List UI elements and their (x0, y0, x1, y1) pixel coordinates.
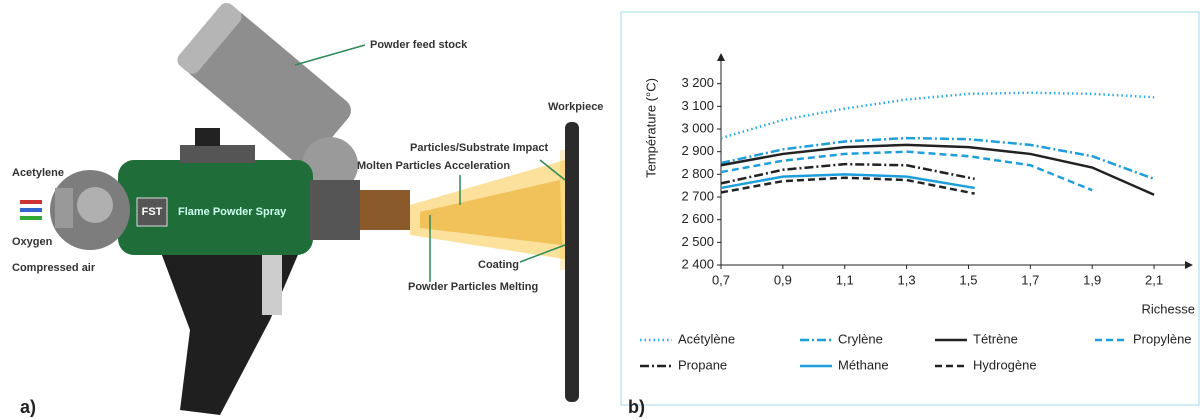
x-tick-label: 1,7 (1021, 272, 1039, 287)
label: Powder feed stock (370, 39, 468, 51)
series-line (720, 143, 1155, 196)
series-line (720, 173, 975, 190)
series-line (720, 162, 975, 185)
y-tick-label: 2 600 (681, 211, 714, 226)
legend-label: Propylène (1133, 331, 1192, 346)
y-tick-label: 2 400 (681, 256, 714, 271)
x-tick-label: 0,7 (712, 272, 730, 287)
panel-label: b) (628, 397, 645, 417)
x-tick-label: 1,1 (836, 272, 854, 287)
y-tick-label: 3 100 (681, 98, 714, 113)
x-tick-label: 0,9 (774, 272, 792, 287)
label: Acetylene (12, 167, 64, 179)
y-axis-label: Température (°C) (643, 78, 658, 178)
legend-label: Acétylène (678, 331, 735, 346)
x-tick-label: 1,9 (1083, 272, 1101, 287)
series-line (720, 136, 1155, 181)
label: Workpiece (548, 101, 603, 113)
y-tick-label: 2 500 (681, 234, 714, 249)
legend-label: Méthane (838, 357, 889, 372)
panel-label: a) (20, 397, 36, 417)
series-line (720, 176, 975, 195)
label: Flame Powder Spray (178, 206, 287, 218)
label: Compressed air (12, 262, 96, 274)
x-axis-label: Richesse (1142, 301, 1195, 316)
legend-label: Crylène (838, 331, 883, 346)
y-tick-label: 2 800 (681, 166, 714, 181)
label: Powder Particles Melting (408, 281, 538, 293)
legend-label: Hydrogène (973, 357, 1037, 372)
label: Molten Particles Acceleration (357, 160, 510, 172)
label: Oxygen (12, 236, 53, 248)
label: Particles/Substrate Impact (410, 142, 549, 154)
label: Coating (478, 259, 519, 271)
y-tick-label: 3 000 (681, 120, 714, 135)
legend-label: Tétrène (973, 331, 1018, 346)
x-tick-label: 2,1 (1145, 272, 1163, 287)
spray-gun-illustration (20, 2, 579, 415)
y-tick-label: 3 200 (681, 75, 714, 90)
x-tick-label: 1,5 (959, 272, 977, 287)
y-tick-label: 2 700 (681, 188, 714, 203)
legend-label: Propane (678, 357, 727, 372)
y-tick-label: 2 900 (681, 143, 714, 158)
x-axis-arrow (1185, 261, 1193, 269)
series-line (720, 150, 1093, 192)
x-tick-label: 1,3 (898, 272, 916, 287)
y-axis-arrow (717, 53, 725, 61)
logo: FST (142, 206, 163, 218)
series-line (720, 91, 1155, 140)
chart-frame (620, 11, 1200, 406)
